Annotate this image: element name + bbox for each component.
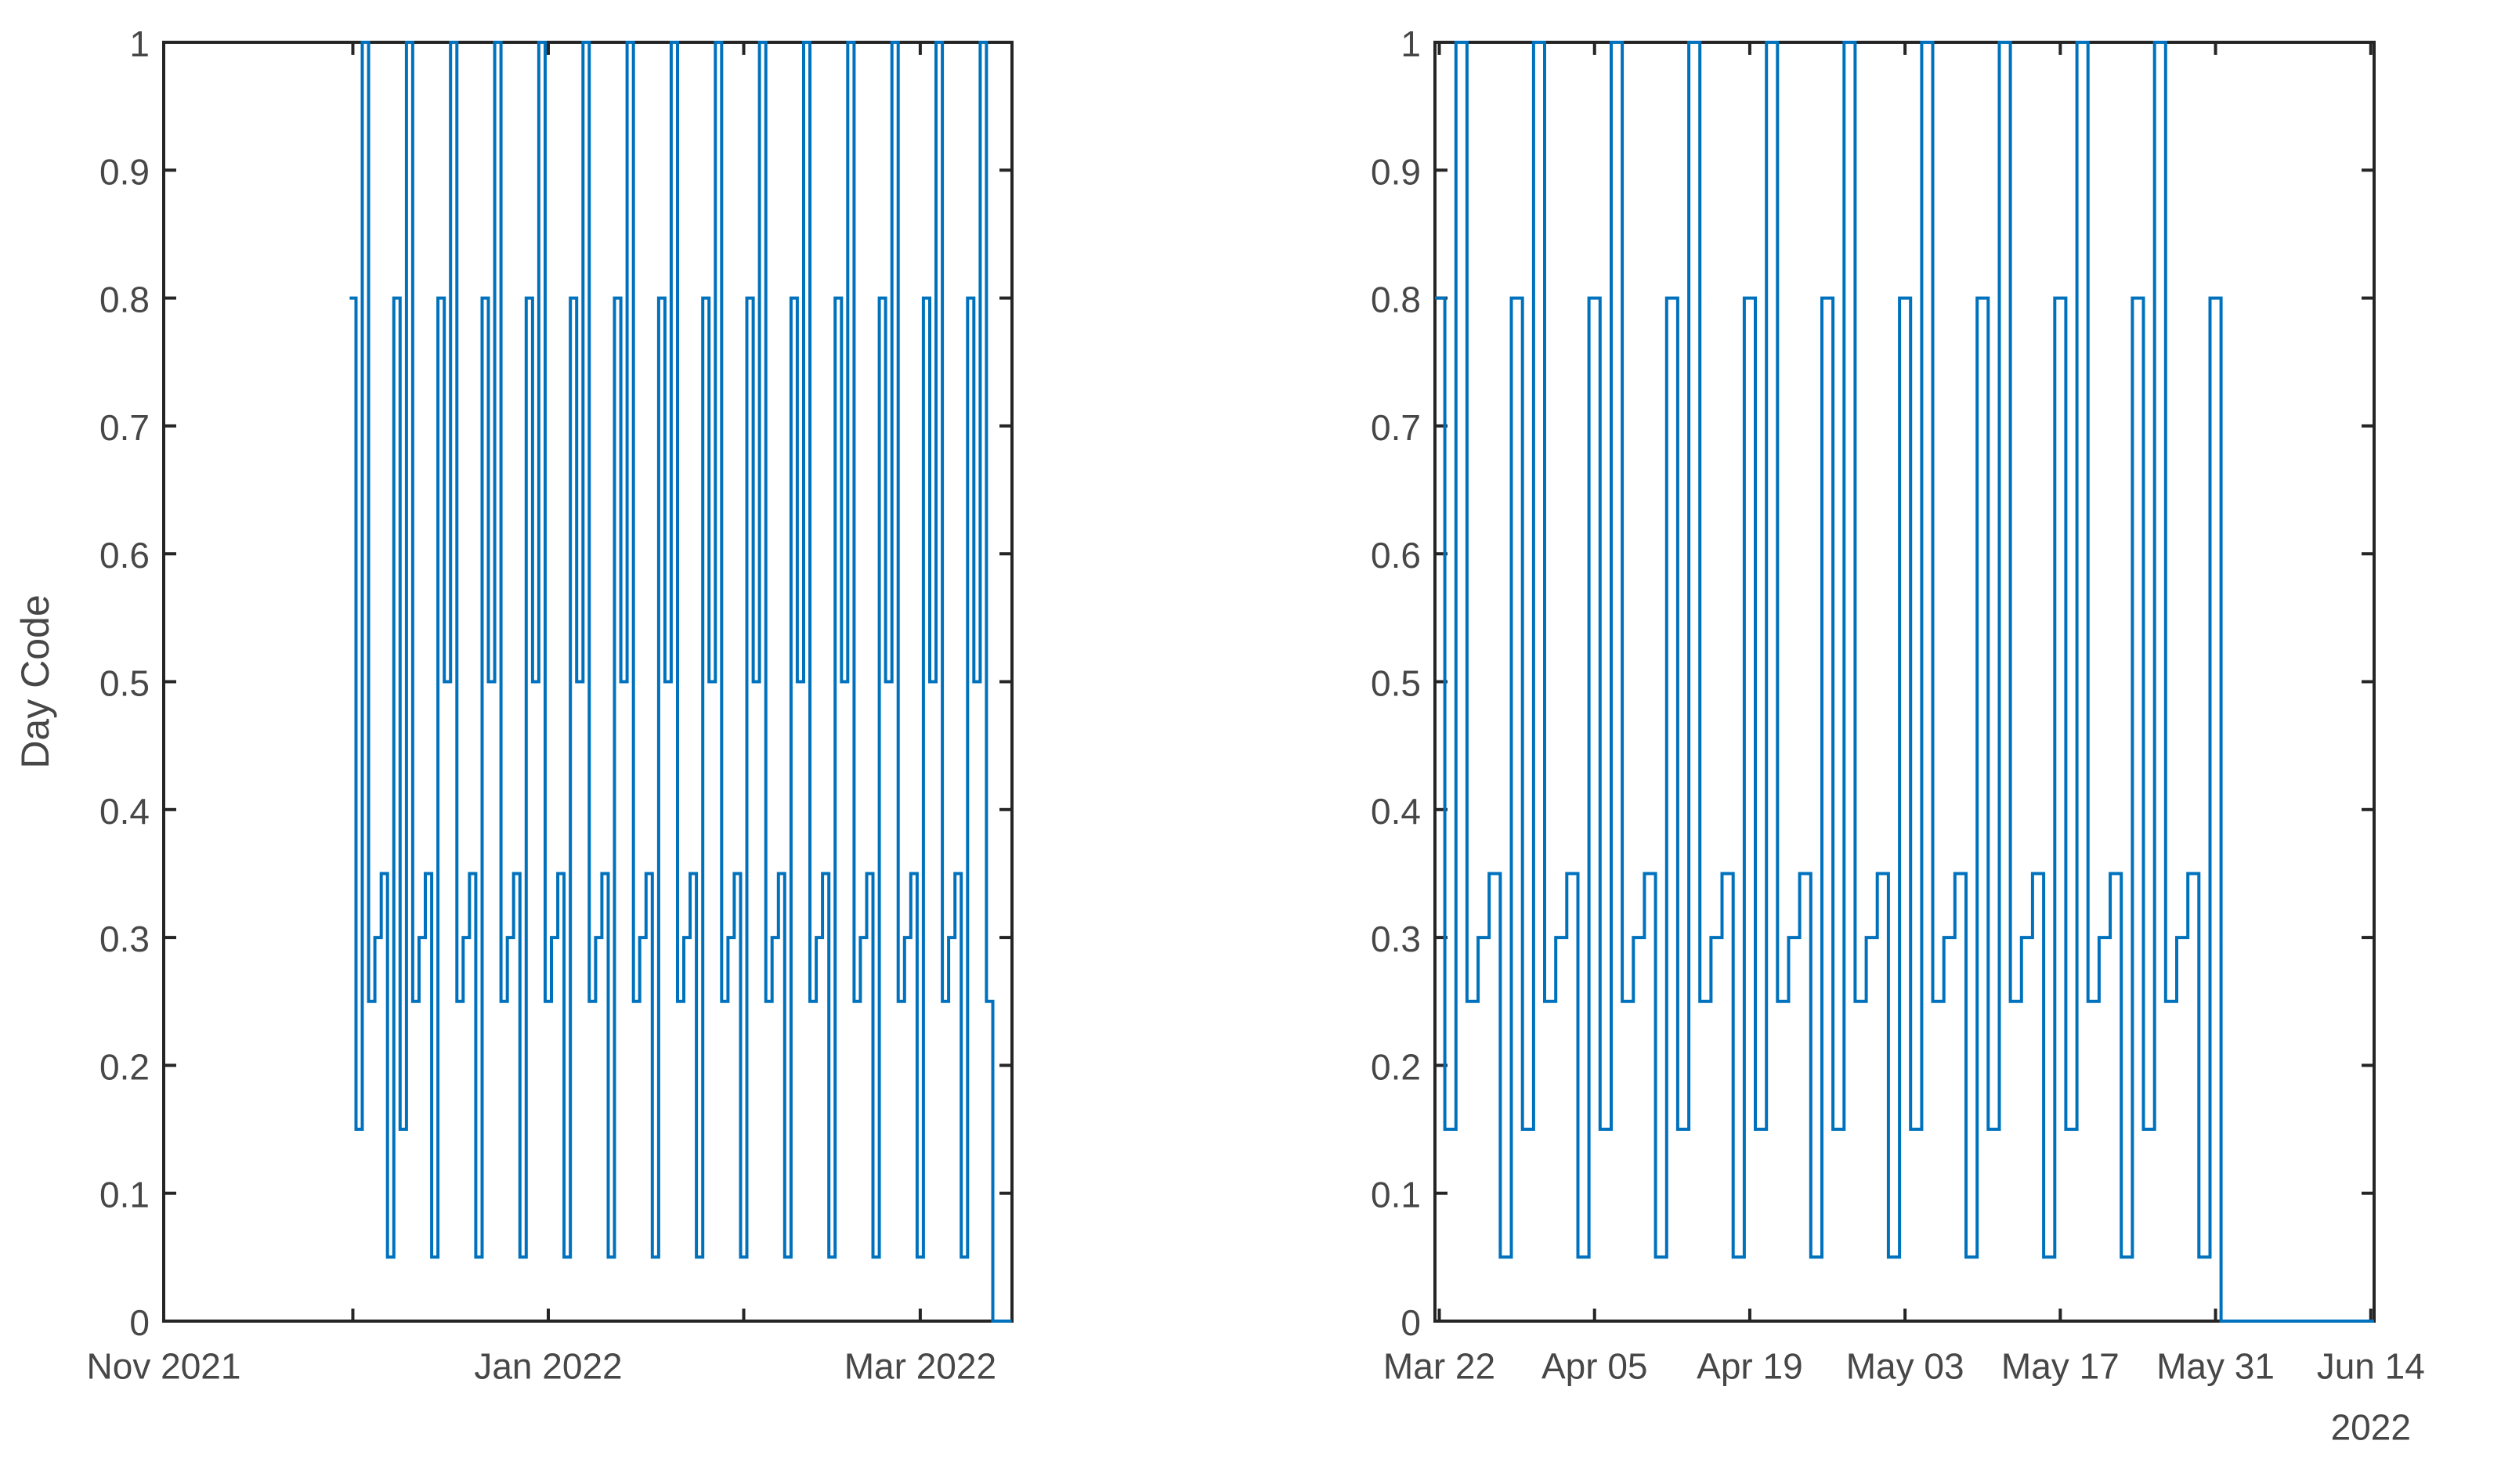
y-axis-label: Day Code bbox=[13, 594, 57, 768]
axes-box bbox=[1433, 41, 2376, 1323]
y-tick-label: 0.9 bbox=[99, 151, 150, 192]
y-tick-label: 0.4 bbox=[99, 791, 150, 832]
day-code-series-path bbox=[349, 41, 1012, 1323]
x-tick-label: Mar 22 bbox=[1383, 1346, 1495, 1387]
y-tick-label: 0.7 bbox=[99, 407, 150, 448]
x-tick-label: Jan 2022 bbox=[474, 1346, 622, 1387]
day-code-series-path bbox=[1435, 41, 2374, 1323]
y-tick-label: 0.6 bbox=[99, 535, 150, 576]
y-tick-label: 0 bbox=[1400, 1302, 1421, 1343]
y-tick-label: 0.4 bbox=[1371, 791, 1421, 832]
x-tick-label: Jun 14 bbox=[2317, 1346, 2425, 1387]
x-tick-label: May 03 bbox=[1846, 1346, 1964, 1387]
y-tick-label: 0.1 bbox=[99, 1175, 150, 1215]
y-tick-label: 1 bbox=[129, 23, 150, 64]
y-tick-label: 0.7 bbox=[1371, 407, 1421, 448]
y-tick-label: 0.2 bbox=[99, 1046, 150, 1087]
x-tick-label: May 17 bbox=[2001, 1346, 2120, 1387]
x-tick-label: Nov 2021 bbox=[87, 1346, 241, 1387]
y-tick-label: 0.3 bbox=[99, 919, 150, 959]
y-tick-label: 0.5 bbox=[99, 663, 150, 704]
right-plot: 0 0.1 0.2 0.3 0.4 0.5 0.6 0.7 0.8 0.9 1 Mar 22 Apr 0… bbox=[1371, 23, 2425, 1448]
y-tick-label: 0.3 bbox=[1371, 919, 1421, 959]
x-tick-label: Apr 05 bbox=[1541, 1346, 1648, 1387]
x-tick-label: Mar 2022 bbox=[844, 1346, 996, 1387]
x-tick-label: Apr 19 bbox=[1697, 1346, 1803, 1387]
y-tick-label: 1 bbox=[1400, 23, 1421, 64]
left-plot: 0 0.1 0.2 0.3 0.4 0.5 0.6 0.7 0.8 0.9 1 Nov 2021 Jan… bbox=[13, 23, 1014, 1387]
y-tick-label: 0.8 bbox=[99, 280, 150, 320]
y-tick-label: 0.5 bbox=[1371, 663, 1421, 704]
y-tick-label: 0.2 bbox=[1371, 1046, 1421, 1087]
y-tick-label: 0.1 bbox=[1371, 1175, 1421, 1215]
y-tick-label: 0 bbox=[129, 1302, 150, 1343]
y-tick-label: 0.8 bbox=[1371, 280, 1421, 320]
y-tick-label: 0.6 bbox=[1371, 535, 1421, 576]
x-axis-year-label: 2022 bbox=[2331, 1407, 2411, 1448]
y-tick-label: 0.9 bbox=[1371, 151, 1421, 192]
x-tick-label: May 31 bbox=[2156, 1346, 2275, 1387]
